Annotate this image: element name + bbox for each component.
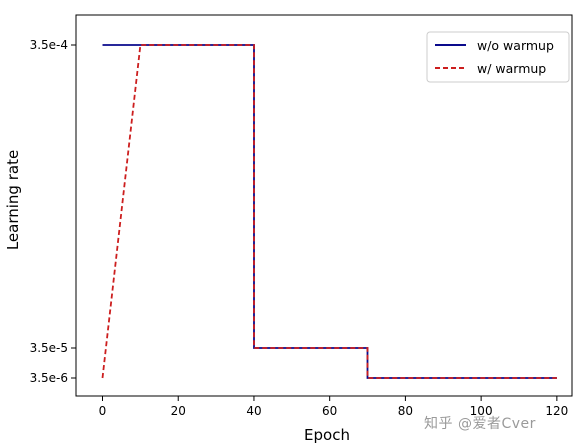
series-layer bbox=[101, 44, 557, 379]
plot-area bbox=[75, 14, 573, 397]
y-axis-label: Learning rate bbox=[4, 150, 22, 250]
plot-frame bbox=[75, 14, 573, 397]
y-tick-label: 3.5e-4 bbox=[30, 38, 68, 52]
x-tick-label: 100 bbox=[470, 404, 493, 418]
x-axis-ticks: 0 20 40 60 80 100 120 bbox=[99, 396, 568, 418]
legend-label-wo-warmup: w/o warmup bbox=[477, 38, 554, 53]
x-tick-label: 40 bbox=[246, 404, 261, 418]
legend-label-w-warmup: w/ warmup bbox=[477, 61, 546, 76]
series-line-wo-warmup bbox=[102, 44, 557, 379]
series-line-w-warmup bbox=[101, 44, 557, 379]
legend: w/o warmup w/ warmup bbox=[426, 31, 570, 83]
x-axis-label: Epoch bbox=[304, 426, 350, 444]
x-tick-label: 120 bbox=[545, 404, 568, 418]
watermark-text: 知乎 @爱者Cver bbox=[424, 416, 536, 432]
y-tick-label: 3.5e-6 bbox=[30, 371, 68, 385]
y-tick-label: 3.5e-5 bbox=[30, 341, 68, 355]
x-tick-label: 0 bbox=[99, 404, 107, 418]
x-tick-label: 60 bbox=[322, 404, 337, 418]
x-tick-label: 80 bbox=[398, 404, 413, 418]
y-axis-ticks: 3.5e-4 3.5e-5 3.5e-6 bbox=[30, 38, 76, 385]
x-tick-label: 20 bbox=[171, 404, 186, 418]
